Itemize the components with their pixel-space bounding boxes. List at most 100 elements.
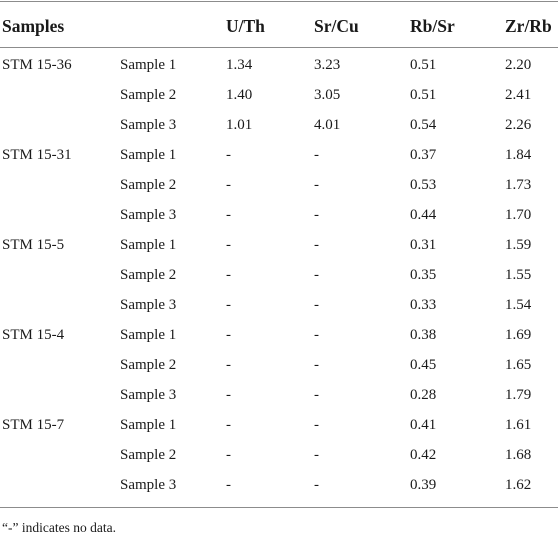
cell-u-th: 1.01 xyxy=(226,117,253,133)
cell-zr-rb: 1.69 xyxy=(505,327,532,343)
cell-u-th: 1.40 xyxy=(226,87,253,103)
cell-u-th: - xyxy=(226,417,231,433)
cell-sample: Sample 2 xyxy=(120,357,177,373)
cell-sample: Sample 3 xyxy=(120,387,177,403)
cell-u-th: - xyxy=(226,447,231,463)
header-samples: Samples xyxy=(2,16,65,36)
cell-u-th: - xyxy=(226,147,231,163)
cell-sr-cu: - xyxy=(314,477,319,493)
table-row: Sample 3 - - 0.28 1.79 xyxy=(0,380,558,410)
cell-rb-sr: 0.44 xyxy=(410,207,437,223)
cell-rb-sr: 0.53 xyxy=(410,177,437,193)
header-u-th: U/Th xyxy=(226,16,265,36)
cell-sample: Sample 1 xyxy=(120,147,177,163)
cell-group: STM 15-36 xyxy=(2,57,72,73)
cell-sr-cu: - xyxy=(314,387,319,403)
header-rule xyxy=(0,47,558,48)
cell-zr-rb: 1.65 xyxy=(505,357,532,373)
table-row: STM 15-36 Sample 1 1.34 3.23 0.51 2.20 xyxy=(0,50,558,80)
cell-zr-rb: 1.61 xyxy=(505,417,532,433)
cell-rb-sr: 0.39 xyxy=(410,477,437,493)
table-row: STM 15-5 Sample 1 - - 0.31 1.59 xyxy=(0,230,558,260)
cell-rb-sr: 0.35 xyxy=(410,267,437,283)
table-row: Sample 3 - - 0.39 1.62 xyxy=(0,470,558,500)
cell-rb-sr: 0.45 xyxy=(410,357,437,373)
cell-zr-rb: 1.54 xyxy=(505,297,532,313)
cell-sr-cu: - xyxy=(314,267,319,283)
cell-rb-sr: 0.33 xyxy=(410,297,437,313)
cell-zr-rb: 1.55 xyxy=(505,267,532,283)
cell-u-th: - xyxy=(226,477,231,493)
cell-sample: Sample 1 xyxy=(120,237,177,253)
table-row: STM 15-31 Sample 1 - - 0.37 1.84 xyxy=(0,140,558,170)
cell-zr-rb: 1.70 xyxy=(505,207,532,223)
cell-sr-cu: - xyxy=(314,147,319,163)
cell-group: STM 15-4 xyxy=(2,327,65,343)
cell-sample: Sample 3 xyxy=(120,117,177,133)
cell-rb-sr: 0.37 xyxy=(410,147,437,163)
cell-u-th: - xyxy=(226,267,231,283)
table-row: STM 15-7 Sample 1 - - 0.41 1.61 xyxy=(0,410,558,440)
cell-sample: Sample 1 xyxy=(120,417,177,433)
table-row: Sample 2 - - 0.45 1.65 xyxy=(0,350,558,380)
cell-sr-cu: 4.01 xyxy=(314,117,341,133)
cell-u-th: - xyxy=(226,177,231,193)
table-row: STM 15-4 Sample 1 - - 0.38 1.69 xyxy=(0,320,558,350)
cell-sr-cu: 3.05 xyxy=(314,87,341,103)
cell-sample: Sample 1 xyxy=(120,327,177,343)
cell-sample: Sample 1 xyxy=(120,57,177,73)
cell-u-th: - xyxy=(226,327,231,343)
cell-zr-rb: 2.41 xyxy=(505,87,532,103)
cell-group: STM 15-7 xyxy=(2,417,65,433)
cell-sr-cu: - xyxy=(314,207,319,223)
table-row: Sample 2 1.40 3.05 0.51 2.41 xyxy=(0,80,558,110)
cell-rb-sr: 0.54 xyxy=(410,117,437,133)
cell-sr-cu: 3.23 xyxy=(314,57,341,73)
cell-sr-cu: - xyxy=(314,327,319,343)
cell-u-th: - xyxy=(226,387,231,403)
table-row: Sample 3 - - 0.33 1.54 xyxy=(0,290,558,320)
table-row: Sample 3 1.01 4.01 0.54 2.26 xyxy=(0,110,558,140)
table-row: Sample 2 - - 0.42 1.68 xyxy=(0,440,558,470)
cell-rb-sr: 0.42 xyxy=(410,447,437,463)
cell-rb-sr: 0.51 xyxy=(410,57,437,73)
cell-sr-cu: - xyxy=(314,297,319,313)
cell-rb-sr: 0.51 xyxy=(410,87,437,103)
cell-rb-sr: 0.41 xyxy=(410,417,437,433)
cell-u-th: - xyxy=(226,237,231,253)
cell-rb-sr: 0.31 xyxy=(410,237,437,253)
cell-zr-rb: 2.26 xyxy=(505,117,532,133)
cell-sample: Sample 2 xyxy=(120,177,177,193)
header-sr-cu: Sr/Cu xyxy=(314,16,359,36)
cell-zr-rb: 1.84 xyxy=(505,147,532,163)
header-zr-rb: Zr/Rb xyxy=(505,16,552,36)
cell-zr-rb: 1.68 xyxy=(505,447,532,463)
cell-zr-rb: 2.20 xyxy=(505,57,532,73)
bottom-rule xyxy=(0,507,558,508)
table-row: Sample 2 - - 0.53 1.73 xyxy=(0,170,558,200)
header-rb-sr: Rb/Sr xyxy=(410,16,455,36)
cell-sample: Sample 3 xyxy=(120,207,177,223)
cell-zr-rb: 1.73 xyxy=(505,177,532,193)
table-footnote: “-” indicates no data. xyxy=(2,520,116,535)
cell-sr-cu: - xyxy=(314,417,319,433)
cell-group: STM 15-31 xyxy=(2,147,72,163)
cell-sample: Sample 2 xyxy=(120,87,177,103)
cell-sample: Sample 2 xyxy=(120,267,177,283)
cell-zr-rb: 1.62 xyxy=(505,477,532,493)
cell-group: STM 15-5 xyxy=(2,237,65,253)
cell-u-th: - xyxy=(226,207,231,223)
cell-sample: Sample 3 xyxy=(120,297,177,313)
cell-zr-rb: 1.79 xyxy=(505,387,532,403)
cell-sample: Sample 3 xyxy=(120,477,177,493)
cell-rb-sr: 0.28 xyxy=(410,387,437,403)
cell-sample: Sample 2 xyxy=(120,447,177,463)
cell-rb-sr: 0.38 xyxy=(410,327,437,343)
cell-sr-cu: - xyxy=(314,177,319,193)
cell-u-th: 1.34 xyxy=(226,57,253,73)
cell-sr-cu: - xyxy=(314,357,319,373)
table-row: Sample 3 - - 0.44 1.70 xyxy=(0,200,558,230)
cell-sr-cu: - xyxy=(314,237,319,253)
table-row: Sample 2 - - 0.35 1.55 xyxy=(0,260,558,290)
top-rule xyxy=(0,1,558,2)
